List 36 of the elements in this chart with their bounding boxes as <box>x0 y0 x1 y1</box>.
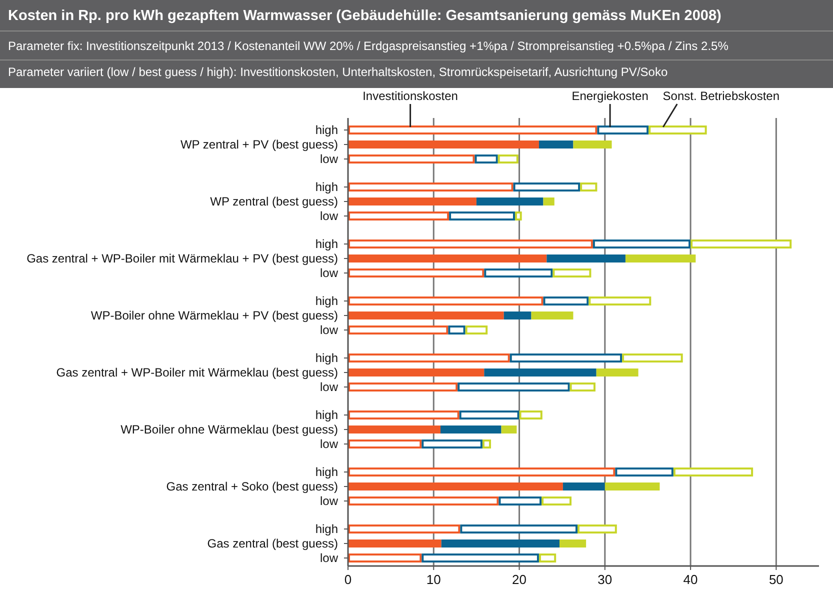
y-tick-label: high <box>315 294 338 308</box>
y-tick-label: low <box>320 266 338 280</box>
series-label: Investitionskosten <box>362 89 458 103</box>
y-tick-label: WP-Boiler ohne Wärmeklau (best guess) <box>120 422 338 436</box>
y-tick-label: Gas zentral + WP-Boiler mit Wärmeklau + PV (best guess) <box>26 252 338 266</box>
y-tick-label: high <box>315 123 338 137</box>
y-tick-label: high <box>315 351 338 365</box>
x-tick-label: 40 <box>683 572 698 587</box>
chart-subtitle: Parameter fix: Investitionszeitpunkt 2013 / Kostenanteil WW 20% / Erdgaspreisanstieg +1%pa / Strompreisanstieg +0.5%pa / Zins 2.5% <box>8 39 729 53</box>
text: Parameter variiert (low / best guess / high): Investitionskosten, Unterhaltskosten, Stromrückspeisetarif, Ausrichtung PV/Soko <box>8 65 668 79</box>
y-tick-label: WP zentral + PV (best guess) <box>180 138 338 152</box>
x-tick-label: 0 <box>344 572 352 587</box>
y-tick-label: low <box>320 437 338 451</box>
y-tick-label: low <box>320 551 338 565</box>
y-tick-label: high <box>315 237 338 251</box>
y-tick-label: low <box>320 209 338 223</box>
y-tick-label: Gas zentral + WP-Boiler mit Wärmeklau (best guess) <box>56 366 338 380</box>
series-label: Energiekosten <box>572 89 648 103</box>
y-tick-label: WP-Boiler ohne Wärmeklau + PV (best guess) <box>90 308 338 322</box>
x-tick-label: 50 <box>768 572 784 587</box>
y-tick-label: Gas zentral (best guess) <box>207 536 338 550</box>
y-tick-label: high <box>315 522 338 536</box>
x-tick-label: 10 <box>426 572 441 587</box>
y-tick-label: WP zentral (best guess) <box>210 194 338 208</box>
y-tick-label: low <box>320 380 338 394</box>
y-tick-label: high <box>315 465 338 479</box>
chart-title: Kosten in Rp. pro kWh gezapftem Warmwasser (Gebäudehülle: Gesamtsanierung gemäss MuKEn 2008) <box>8 8 722 24</box>
y-tick-label: low <box>320 494 338 508</box>
y-tick-label: low <box>320 152 338 166</box>
y-tick-label: low <box>320 323 338 337</box>
x-tick-label: 30 <box>598 572 612 587</box>
y-tick-label: Gas zentral + Soko (best guess) <box>166 480 338 494</box>
y-tick-label: high <box>315 180 338 194</box>
y-tick-label: high <box>315 408 338 422</box>
series-label: Sonst. Betriebskosten <box>662 89 780 103</box>
x-tick-label: 20 <box>512 572 527 587</box>
